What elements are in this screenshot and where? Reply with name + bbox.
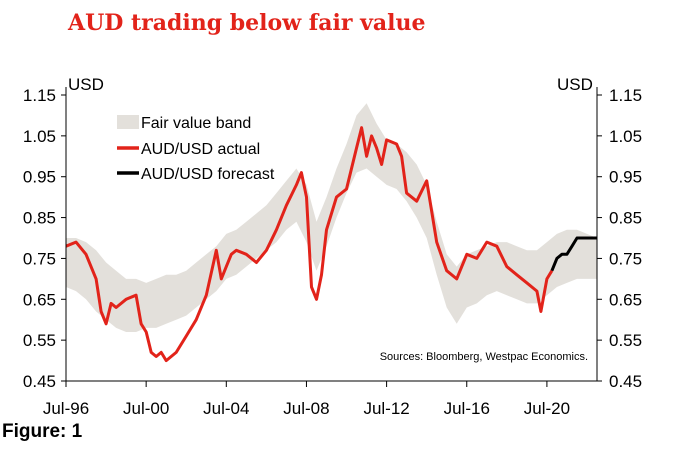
x-tick-label: Jul-16 [444, 399, 490, 418]
y-unit-left: USD [68, 75, 104, 94]
legend-swatch-band [117, 115, 139, 129]
y-tick-label-left: 0.85 [23, 209, 56, 228]
y-tick-label-right: 1.15 [609, 86, 642, 105]
audusd-actual-line [65, 126, 554, 363]
axes: 1.15 1.15 1.05 1.05 0.95 0.95 0.85 0.85 0.75 0.75… [23, 86, 642, 418]
y-unit-right: USD [557, 75, 593, 94]
y-tick-label-left: 1.15 [23, 86, 56, 105]
source-note: Sources: Bloomberg, Westpac Economics. [380, 351, 588, 363]
x-tick-label: Jul-20 [524, 399, 570, 418]
y-tick-label-right: 0.55 [609, 331, 642, 350]
legend-label-forecast: AUD/USD forecast [141, 166, 275, 183]
y-tick-label-right: 0.85 [609, 209, 642, 228]
y-tick-label-left: 0.75 [23, 249, 56, 268]
y-tick-label-right: 0.65 [609, 290, 642, 309]
y-tick-label-left: 0.45 [23, 372, 56, 391]
x-tick-label: Jul-00 [123, 399, 169, 418]
x-tick-label: Jul-96 [43, 399, 89, 418]
x-tick-label: Jul-08 [283, 399, 329, 418]
audusd-forecast-line [550, 236, 597, 272]
y-tick-label-left: 0.55 [23, 331, 56, 350]
y-tick-label-right: 0.45 [609, 372, 642, 391]
legend-label-actual: AUD/USD actual [141, 141, 260, 158]
legend: Fair value band AUD/USD actual AUD/USD for… [117, 115, 275, 183]
page-title: AUD trading below fair value [68, 10, 426, 36]
legend-label-band: Fair value band [141, 115, 251, 132]
x-tick-label: Jul-12 [363, 399, 409, 418]
x-tick-label: Jul-04 [203, 399, 249, 418]
y-tick-label-right: 1.05 [609, 127, 642, 146]
figure-label: Figure: 1 [2, 421, 83, 442]
y-tick-label-right: 0.95 [609, 168, 642, 187]
y-tick-label-left: 1.05 [23, 127, 56, 146]
y-tick-label-right: 0.75 [609, 249, 642, 268]
y-tick-label-left: 0.95 [23, 168, 56, 187]
y-tick-label-left: 0.65 [23, 290, 56, 309]
fx-chart: 1.15 1.15 1.05 1.05 0.95 0.95 0.85 0.85 0.75 0.75… [23, 75, 642, 418]
